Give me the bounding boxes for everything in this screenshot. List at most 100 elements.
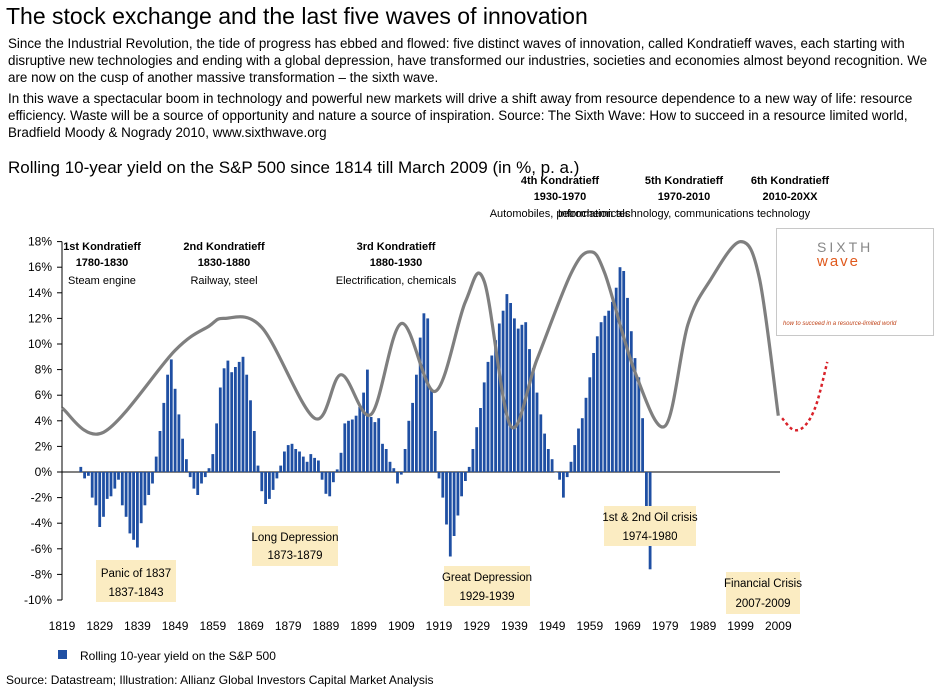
bar xyxy=(264,472,267,504)
wave-lines xyxy=(60,239,829,436)
bar xyxy=(324,472,328,494)
bar xyxy=(132,472,135,540)
bar xyxy=(437,472,441,479)
callout-oil-crisis-years: 1974-1980 xyxy=(623,531,678,543)
bar xyxy=(328,472,332,497)
bar xyxy=(497,323,501,472)
bar xyxy=(629,331,633,472)
x-axis: 1819 1829 1839 1849 1859 1869 1879 1889 1899 1909… xyxy=(49,619,792,633)
bar xyxy=(271,472,275,490)
bar xyxy=(433,431,437,472)
bar xyxy=(618,267,622,472)
bar xyxy=(479,408,482,472)
bar xyxy=(286,445,290,472)
x-tick-label: 1839 xyxy=(124,619,151,633)
bar xyxy=(509,303,512,472)
bar xyxy=(396,472,399,484)
bar xyxy=(392,468,396,472)
logo-tagline: how to succeed in a resource-limited wor… xyxy=(783,321,897,327)
bar xyxy=(528,349,531,472)
bar xyxy=(366,369,369,472)
bar xyxy=(143,472,147,506)
wave-6-years: 2010-20XX xyxy=(762,191,818,203)
bar xyxy=(494,340,497,472)
bar xyxy=(546,449,550,472)
bar xyxy=(603,315,607,472)
y-tick-label: -4% xyxy=(31,516,53,530)
bar xyxy=(207,468,211,472)
bar xyxy=(200,472,203,484)
bar xyxy=(313,457,316,472)
callout-panic-1837-box xyxy=(96,560,176,602)
bar xyxy=(283,451,286,472)
bar xyxy=(203,472,207,478)
y-tick-label: -10% xyxy=(24,593,52,607)
bar xyxy=(562,472,565,498)
bar xyxy=(249,400,252,472)
sixth-wave-paragraph: In this wave a spectacular boom in techn… xyxy=(8,91,913,140)
bar xyxy=(237,361,241,472)
bar xyxy=(290,443,294,472)
y-tick-label: 14% xyxy=(28,286,52,300)
bar xyxy=(584,397,588,472)
x-tick-label: 1819 xyxy=(49,619,76,633)
bar xyxy=(520,324,524,472)
wave-2-theme: Railway, steel xyxy=(190,275,257,287)
bar xyxy=(550,459,554,472)
bar xyxy=(388,461,392,472)
bar xyxy=(317,460,320,472)
x-tick-label: 1989 xyxy=(690,619,717,633)
bar xyxy=(464,472,467,481)
bar xyxy=(343,423,347,472)
bar xyxy=(185,459,188,472)
y-tick-label: 4% xyxy=(35,414,53,428)
y-axis: 18% 16% 14% 12% 10% 8% 6% 4% 2% 0% -2% -4% -6% -8% -10… xyxy=(24,235,780,607)
bar xyxy=(139,472,143,524)
x-tick-label: 1889 xyxy=(313,619,340,633)
bar xyxy=(441,472,445,498)
bar xyxy=(369,417,373,472)
bar xyxy=(535,392,539,472)
sixth-wave-logo: SIXTH wave how to succeed in a resource-… xyxy=(776,228,934,336)
y-tick-label: -2% xyxy=(31,491,53,505)
bar xyxy=(384,449,388,472)
bar xyxy=(558,472,561,480)
bar xyxy=(211,454,215,472)
bar xyxy=(260,472,264,492)
bar xyxy=(430,390,433,472)
bar xyxy=(595,336,599,472)
callout-financial-crisis-name: Financial Crisis xyxy=(724,578,802,590)
x-tick-label: 1879 xyxy=(275,619,302,633)
legend-swatch xyxy=(58,650,67,659)
bar xyxy=(268,472,271,499)
bar xyxy=(109,472,113,497)
bar xyxy=(241,356,245,472)
legend-label: Rolling 10-year yield on the S&P 500 xyxy=(80,649,276,663)
callout-panic-1837-name: Panic of 1837 xyxy=(101,568,171,580)
bar xyxy=(335,469,339,472)
bar xyxy=(301,456,305,472)
bar xyxy=(426,318,430,472)
logo-word-sixth: SIXTH xyxy=(817,239,874,255)
y-tick-label: -8% xyxy=(31,567,53,581)
bar xyxy=(154,456,158,472)
bar xyxy=(279,465,283,472)
callout-great-depression-name: Great Depression xyxy=(442,572,532,584)
bar xyxy=(120,472,124,506)
bar xyxy=(350,419,354,472)
y-tick-label: 16% xyxy=(28,260,52,274)
wave-3-theme: Electrification, chemicals xyxy=(336,275,457,287)
x-tick-label: 2009 xyxy=(765,619,792,633)
bar xyxy=(513,318,516,472)
bar xyxy=(381,443,384,472)
bar xyxy=(218,387,222,472)
y-tick-label: 6% xyxy=(35,388,53,402)
bar xyxy=(637,377,641,472)
bar xyxy=(173,388,177,472)
bar xyxy=(607,310,611,472)
x-tick-label: 1969 xyxy=(614,619,641,633)
bar xyxy=(471,449,475,472)
bar xyxy=(358,406,362,472)
bar xyxy=(452,472,456,536)
